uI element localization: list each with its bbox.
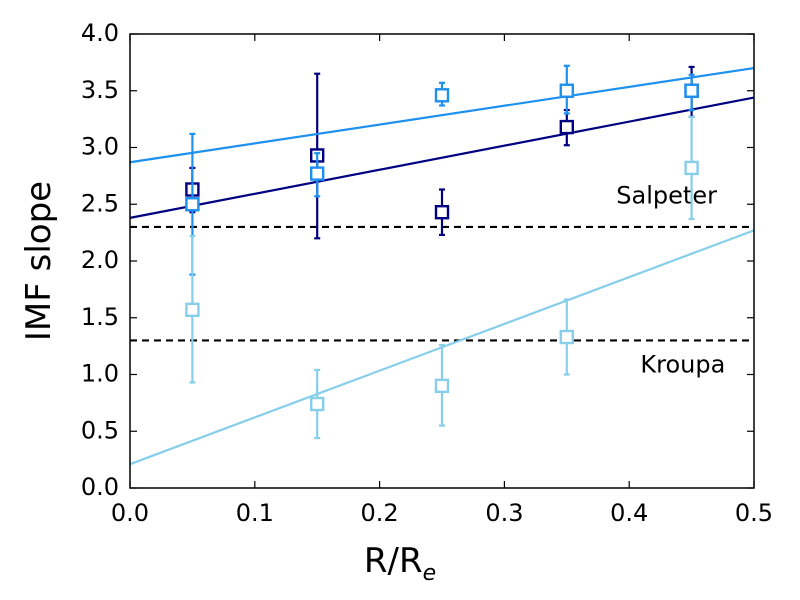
data-point-series-3 — [559, 329, 574, 345]
y-tick-label: 2.5 — [81, 189, 119, 217]
fit-line-series-2 — [129, 66, 755, 164]
data-point-series-3 — [185, 302, 200, 318]
data-point-series-2 — [684, 83, 699, 98]
data-point-series-2 — [310, 166, 325, 181]
data-point-series-1 — [559, 119, 574, 135]
y-tick-label: 2.0 — [81, 246, 119, 274]
y-tick-label: 4.0 — [81, 19, 119, 47]
axis-ticks: 0.0 0.1 0.2 0.3 0.4 0.5 0.0 0.5 1.0 1.5 2.0 2.5 3.0 3… — [81, 19, 773, 527]
x-axis-label: R/Re — [364, 541, 436, 586]
y-axis-label: IMF slope — [19, 181, 59, 341]
data-point-series-3 — [684, 160, 699, 176]
fit-line-series-1 — [129, 96, 755, 219]
data-point-series-2 — [185, 197, 200, 212]
data-point-series-3 — [310, 396, 325, 412]
x-tick-label: 0.5 — [735, 499, 773, 527]
y-tick-label: 1.0 — [81, 360, 119, 388]
y-tick-label: 1.5 — [81, 303, 119, 331]
data-point-series-1 — [434, 204, 450, 220]
y-tick-label: 3.0 — [81, 133, 119, 161]
data-point-series-2 — [434, 88, 450, 103]
y-tick-label: 0.0 — [81, 473, 119, 501]
reference-label-salpeter: Salpeter — [616, 181, 717, 209]
x-tick-label: 0.2 — [361, 499, 399, 527]
y-tick-label: 0.5 — [81, 416, 119, 444]
data-point-series-2 — [559, 83, 574, 98]
y-tick-label: 3.5 — [81, 76, 119, 104]
x-tick-label: 0.0 — [111, 499, 149, 527]
reference-label-kroupa: Kroupa — [640, 350, 725, 378]
data-point-series-3 — [434, 378, 450, 394]
x-axis-label-subscript: e — [423, 561, 437, 586]
x-tick-label: 0.4 — [610, 499, 648, 527]
plot-area: Salpeter Kroupa — [129, 64, 755, 466]
x-axis-label-main: R/R — [364, 541, 423, 581]
x-tick-label: 0.3 — [485, 499, 523, 527]
x-tick-label: 0.1 — [236, 499, 274, 527]
